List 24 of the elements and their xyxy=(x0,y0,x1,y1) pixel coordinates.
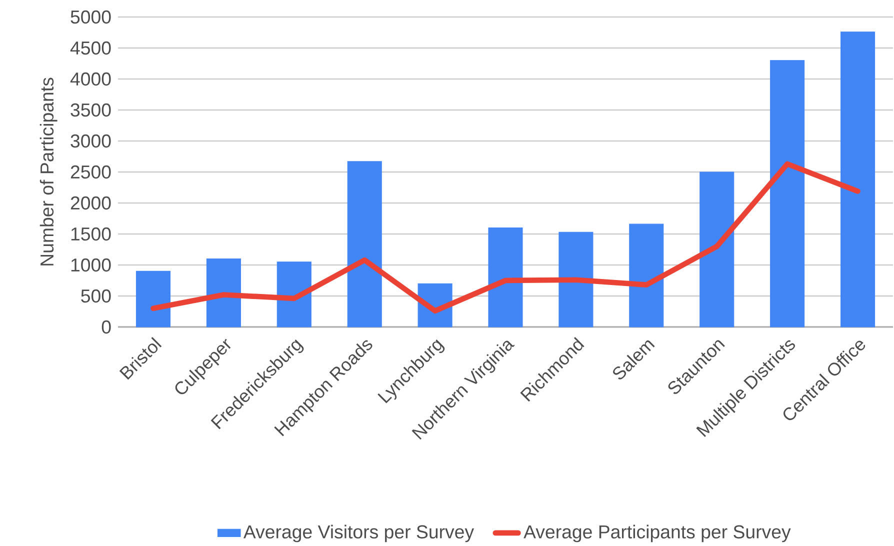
bar xyxy=(700,172,734,328)
y-tick-label: 4000 xyxy=(70,72,111,86)
bar xyxy=(276,261,312,328)
bar xyxy=(629,224,664,328)
legend-label: Average Participants per Survey xyxy=(524,524,791,542)
bar xyxy=(136,270,171,328)
bar xyxy=(840,31,876,328)
y-tick-label: 2500 xyxy=(70,165,111,178)
bar xyxy=(558,232,594,328)
y-tick-label: 1000 xyxy=(71,258,111,272)
y-axis-title: Number of Participants xyxy=(40,78,58,266)
y-tick-label: 5000 xyxy=(70,10,111,24)
y-tick-label: 3500 xyxy=(70,103,111,116)
bar xyxy=(206,258,241,328)
y-tick-label: 4500 xyxy=(70,41,111,54)
legend-label: Average Visitors per Survey xyxy=(243,524,474,542)
y-tick-label: 1500 xyxy=(71,227,111,240)
y-tick-label: 0 xyxy=(102,320,111,334)
y-tick-label: 3000 xyxy=(70,134,111,148)
bar xyxy=(488,227,523,328)
bar xyxy=(347,160,382,328)
y-tick-label: 2000 xyxy=(70,196,111,210)
bar xyxy=(770,60,805,328)
y-tick-label: 500 xyxy=(81,289,111,302)
